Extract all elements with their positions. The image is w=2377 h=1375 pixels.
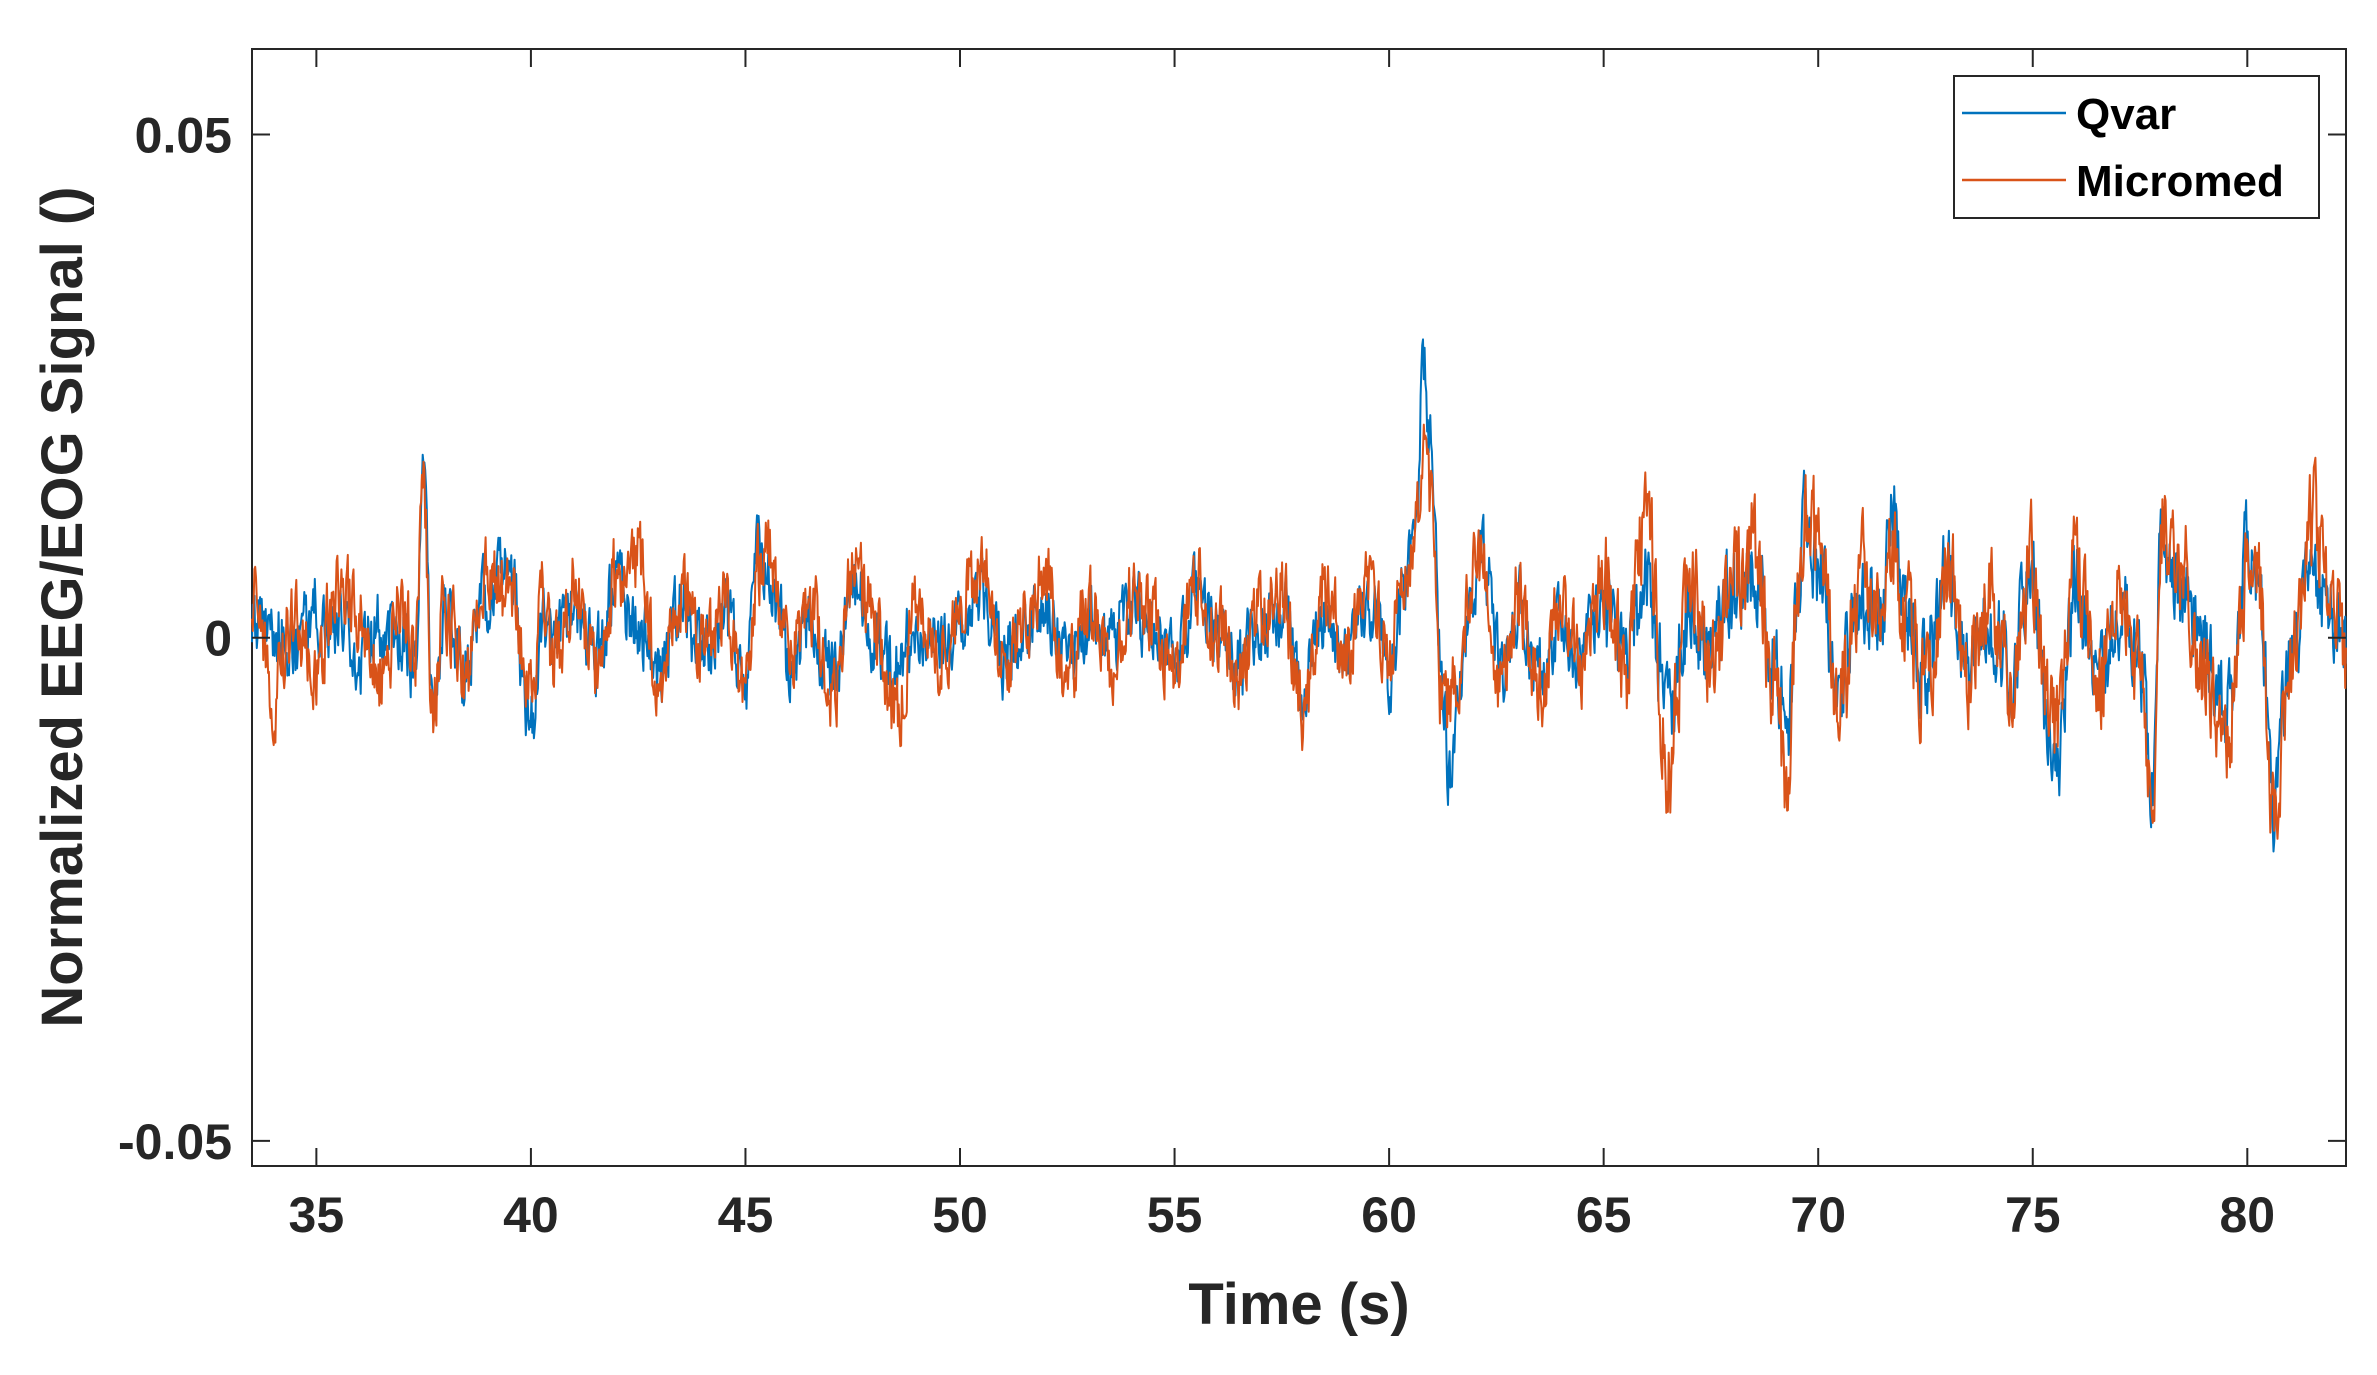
y-tick-label--0.05: -0.05 xyxy=(118,1114,232,1170)
x-tick-label-40: 40 xyxy=(503,1187,559,1243)
legend[interactable]: Qvar Micromed xyxy=(1953,75,2320,219)
x-tick-label-75: 75 xyxy=(2005,1187,2061,1243)
x-tick-label-45: 45 xyxy=(718,1187,774,1243)
legend-label-micromed: Micromed xyxy=(2076,157,2284,206)
x-tick-label-65: 65 xyxy=(1576,1187,1632,1243)
axes-box xyxy=(251,48,2347,1167)
legend-box xyxy=(1953,75,2320,219)
series-layer xyxy=(251,338,2347,853)
legend-label-qvar: Qvar xyxy=(2076,90,2176,139)
x-tick-label-60: 60 xyxy=(1361,1187,1417,1243)
y-tick-label-0.05: 0.05 xyxy=(135,108,232,164)
x-axis-title: Time (s) xyxy=(1188,1272,1409,1337)
x-tick-label-35: 35 xyxy=(289,1187,345,1243)
x-tick-label-55: 55 xyxy=(1147,1187,1203,1243)
x-tick-label-80: 80 xyxy=(2219,1187,2275,1243)
ticks-layer: 35 40 45 50 55 60 65 70 75 80 -0.05 0 0.05 xyxy=(118,49,2346,1243)
x-tick-label-70: 70 xyxy=(1790,1187,1846,1243)
plot-area: 35 40 45 50 55 60 65 70 75 80 -0.05 0 0.05 xyxy=(118,48,2347,1243)
y-axis-title: Normalized EEG/EOG Signal () xyxy=(30,186,95,1027)
x-tick-label-50: 50 xyxy=(932,1187,988,1243)
series-line-micromed xyxy=(251,423,2347,840)
y-tick-label-0: 0 xyxy=(204,611,232,667)
